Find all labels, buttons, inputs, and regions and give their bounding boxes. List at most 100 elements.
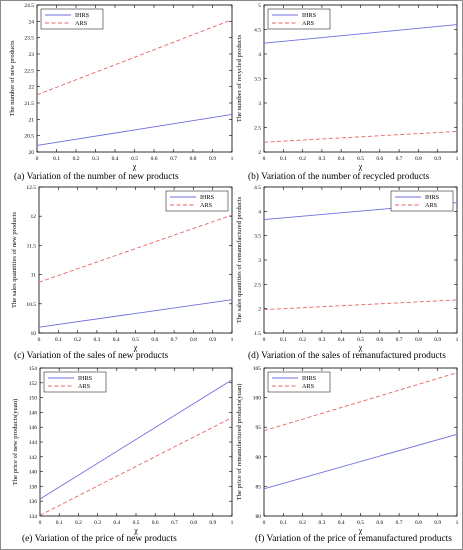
series-line-ihrs [36,113,233,146]
x-tick-label: 0.4 [113,337,120,343]
x-tick-label: 0.4 [113,520,120,526]
legend-label-ihrs: IHRS [75,12,90,19]
x-tick-label: 0.5 [357,520,364,526]
y-tick-label: 22.5 [24,68,34,74]
x-tick-label: 0.1 [53,156,60,162]
y-tick-label: 100 [253,396,262,402]
y-tick-label: 134 [29,514,38,520]
plot-area-frame [38,186,233,334]
y-tick-label: 140 [29,470,38,476]
x-tick-label: 0.1 [280,520,287,526]
x-tick-label: 0.2 [299,156,306,162]
y-axis-label: The sales quantities of new products [11,212,18,309]
x-tick-label: 0.7 [170,156,177,162]
series-line-ihrs [38,299,233,328]
y-tick-label: 95 [256,425,262,431]
x-tick-label: 0.5 [133,520,140,526]
x-tick-label: 1 [456,520,459,526]
y-tick-label: 23 [29,52,35,58]
chart-5: 0 0.1 0.2 0.3 0.4 0.5 0.6 0.7 0.8 0.9 1 80 85 90 95 100… [236,366,459,535]
x-tick-label: 0.1 [280,156,287,162]
x-axis-label: χ [358,343,363,352]
legend-label-ihrs: IHRS [78,375,93,382]
y-tick-label: 21 [29,117,35,123]
caption-a: (a) Variation of the number of new produ… [14,172,179,182]
series-line-ihrs [263,433,458,490]
x-tick-label: 0.9 [434,337,441,343]
x-tick-label: 0.9 [209,337,216,343]
x-tick-label: 0.9 [434,520,441,526]
y-tick-label: 23.5 [24,36,34,42]
x-tick-label: 0.6 [151,156,158,162]
y-tick-label: 2 [258,307,261,313]
y-tick-label: 10.5 [26,302,36,308]
x-tick-label: 0.5 [357,156,364,162]
plot-area-frame [263,4,458,153]
y-tick-label: 142 [29,455,38,461]
y-axis-label: The number of recycled products [236,34,243,122]
x-tick-label: 0.6 [152,520,159,526]
chart-0: 0 0.1 0.2 0.3 0.4 0.5 0.6 0.7 0.8 0.9 1 20 20.5 21 21.… [9,3,234,171]
chart-4: 0 0.1 0.2 0.3 0.4 0.5 0.6 0.7 0.8 0.9 1 134 136 138 14… [12,366,234,535]
y-tick-label: 4 [258,52,261,58]
x-axis-label: χ [358,162,363,171]
y-axis-label: The sales quantities of remanufactured p… [236,196,243,323]
series-line-ars [39,417,233,516]
x-tick-label: 0.9 [209,520,216,526]
series-line-ars [36,19,233,96]
y-tick-label: 4 [258,209,261,215]
y-tick-label: 10 [31,331,37,337]
y-tick-label: 3 [258,258,261,264]
y-tick-label: 150 [29,396,38,402]
x-tick-label: 1 [456,337,459,343]
y-tick-label: 154 [29,366,38,372]
x-axis-label: χ [133,343,138,352]
y-tick-label: 90 [256,455,262,461]
plot-area-frame [263,367,458,517]
chart-3: 0 0.1 0.2 0.3 0.4 0.5 0.6 0.7 0.8 0.9 1 1.5 2 2.5 3 3.5… [236,185,459,352]
y-tick-label: 138 [29,484,38,490]
caption-b: (b) Variation of the number of recycled … [248,172,430,182]
y-tick-label: 144 [29,440,38,446]
x-tick-label: 0.9 [209,156,216,162]
x-tick-label: 0.3 [93,337,100,343]
x-tick-label: 0 [263,156,266,162]
y-tick-label: 2.5 [254,282,261,288]
plot-area-frame [39,367,233,517]
legend-box [390,190,454,212]
x-tick-label: 0.7 [396,520,403,526]
x-tick-label: 0.5 [132,337,139,343]
legend-label-ars: ARS [302,383,315,390]
legend-label-ihrs: IHRS [425,194,440,201]
caption-c: (c) Variation of the sales of new produc… [14,351,169,361]
chart-1: 0 0.1 0.2 0.3 0.4 0.5 0.6 0.7 0.8 0.9 1 2 2.5 3 3.5 4 4.… [236,3,459,171]
y-axis-label: The number of new products [9,40,16,117]
x-tick-label: 0.8 [190,337,197,343]
y-tick-label: 105 [253,366,262,372]
x-tick-label: 0.4 [338,156,345,162]
x-tick-label: 0.6 [376,156,383,162]
x-tick-label: 0.3 [94,520,101,526]
x-tick-label: 0 [36,156,39,162]
x-axis-label: χ [358,526,363,535]
x-tick-label: 0.3 [318,156,325,162]
y-tick-label: 21.5 [24,101,34,107]
x-tick-label: 0.8 [190,156,197,162]
x-tick-label: 0.3 [318,520,325,526]
x-tick-label: 0.5 [131,156,138,162]
y-tick-label: 20 [29,150,35,156]
x-tick-label: 0.6 [151,337,158,343]
series-line-ihrs [39,379,233,500]
y-tick-label: 11.5 [27,243,37,249]
series-line-ars [38,214,233,283]
x-tick-label: 0.1 [55,337,62,343]
y-tick-label: 4.5 [254,185,261,191]
x-tick-label: 0.1 [56,520,63,526]
y-tick-label: 136 [29,499,38,505]
legend-label-ars: ARS [302,20,315,27]
legend-label-ihrs: IHRS [200,194,215,201]
